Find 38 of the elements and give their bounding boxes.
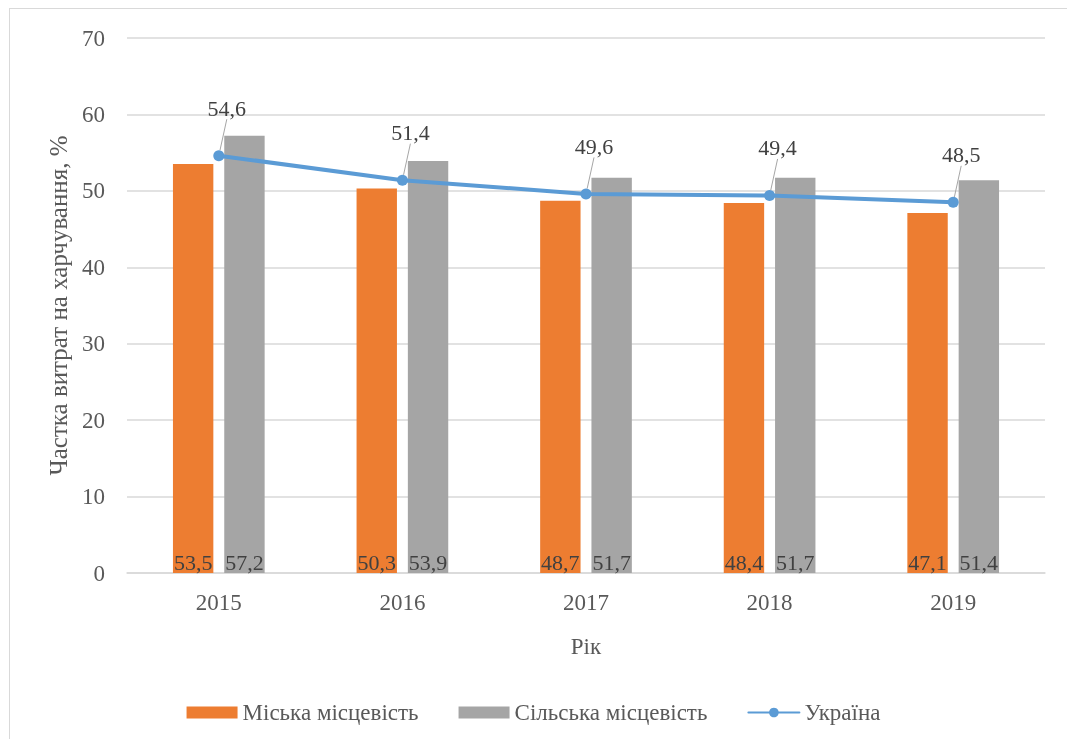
- legend-label: Сільська місцевість: [514, 700, 708, 725]
- bar: [540, 200, 581, 573]
- x-tick-label: 2016: [379, 590, 426, 615]
- legend-label: Україна: [804, 700, 881, 725]
- data-label: 54,6: [207, 95, 247, 121]
- y-tick-label: 10: [82, 484, 105, 510]
- x-tick-label: 2019: [930, 590, 977, 615]
- y-tick-label: 30: [82, 331, 105, 357]
- data-label: 48,7: [541, 549, 580, 575]
- data-label: 47,1: [908, 549, 947, 575]
- bar: [907, 213, 948, 573]
- bar: [723, 203, 765, 573]
- data-label: 53,5: [173, 549, 213, 575]
- bar: [172, 164, 214, 573]
- legend-label: Міська місцевість: [242, 700, 419, 725]
- data-label: 49,6: [574, 133, 614, 159]
- x-axis-title: Рік: [570, 634, 602, 659]
- y-tick-label: 40: [82, 254, 105, 280]
- data-label: 51,7: [776, 549, 815, 575]
- data-label: 57,2: [225, 549, 264, 575]
- x-tick-label: 2018: [746, 590, 793, 615]
- x-tick-label: 2017: [563, 590, 609, 615]
- data-label: 51,4: [959, 549, 999, 575]
- y-tick-label: 70: [82, 25, 105, 51]
- data-label: 51,4: [391, 120, 430, 146]
- data-label: 48,5: [941, 142, 981, 168]
- y-tick-label: 20: [82, 407, 105, 433]
- x-tick-label: 2015: [195, 590, 242, 615]
- bar: [356, 188, 397, 573]
- y-tick-label: 50: [82, 178, 105, 204]
- data-label: 50,3: [357, 549, 396, 575]
- y-axis-title: Частка витрат на харчування, %: [45, 135, 72, 476]
- data-label: 51,7: [592, 549, 631, 575]
- data-label: 53,9: [408, 549, 448, 575]
- data-label: 49,4: [758, 135, 797, 161]
- y-tick-label: 0: [93, 560, 105, 586]
- data-label: 48,4: [724, 549, 764, 575]
- y-tick-label: 60: [82, 101, 105, 127]
